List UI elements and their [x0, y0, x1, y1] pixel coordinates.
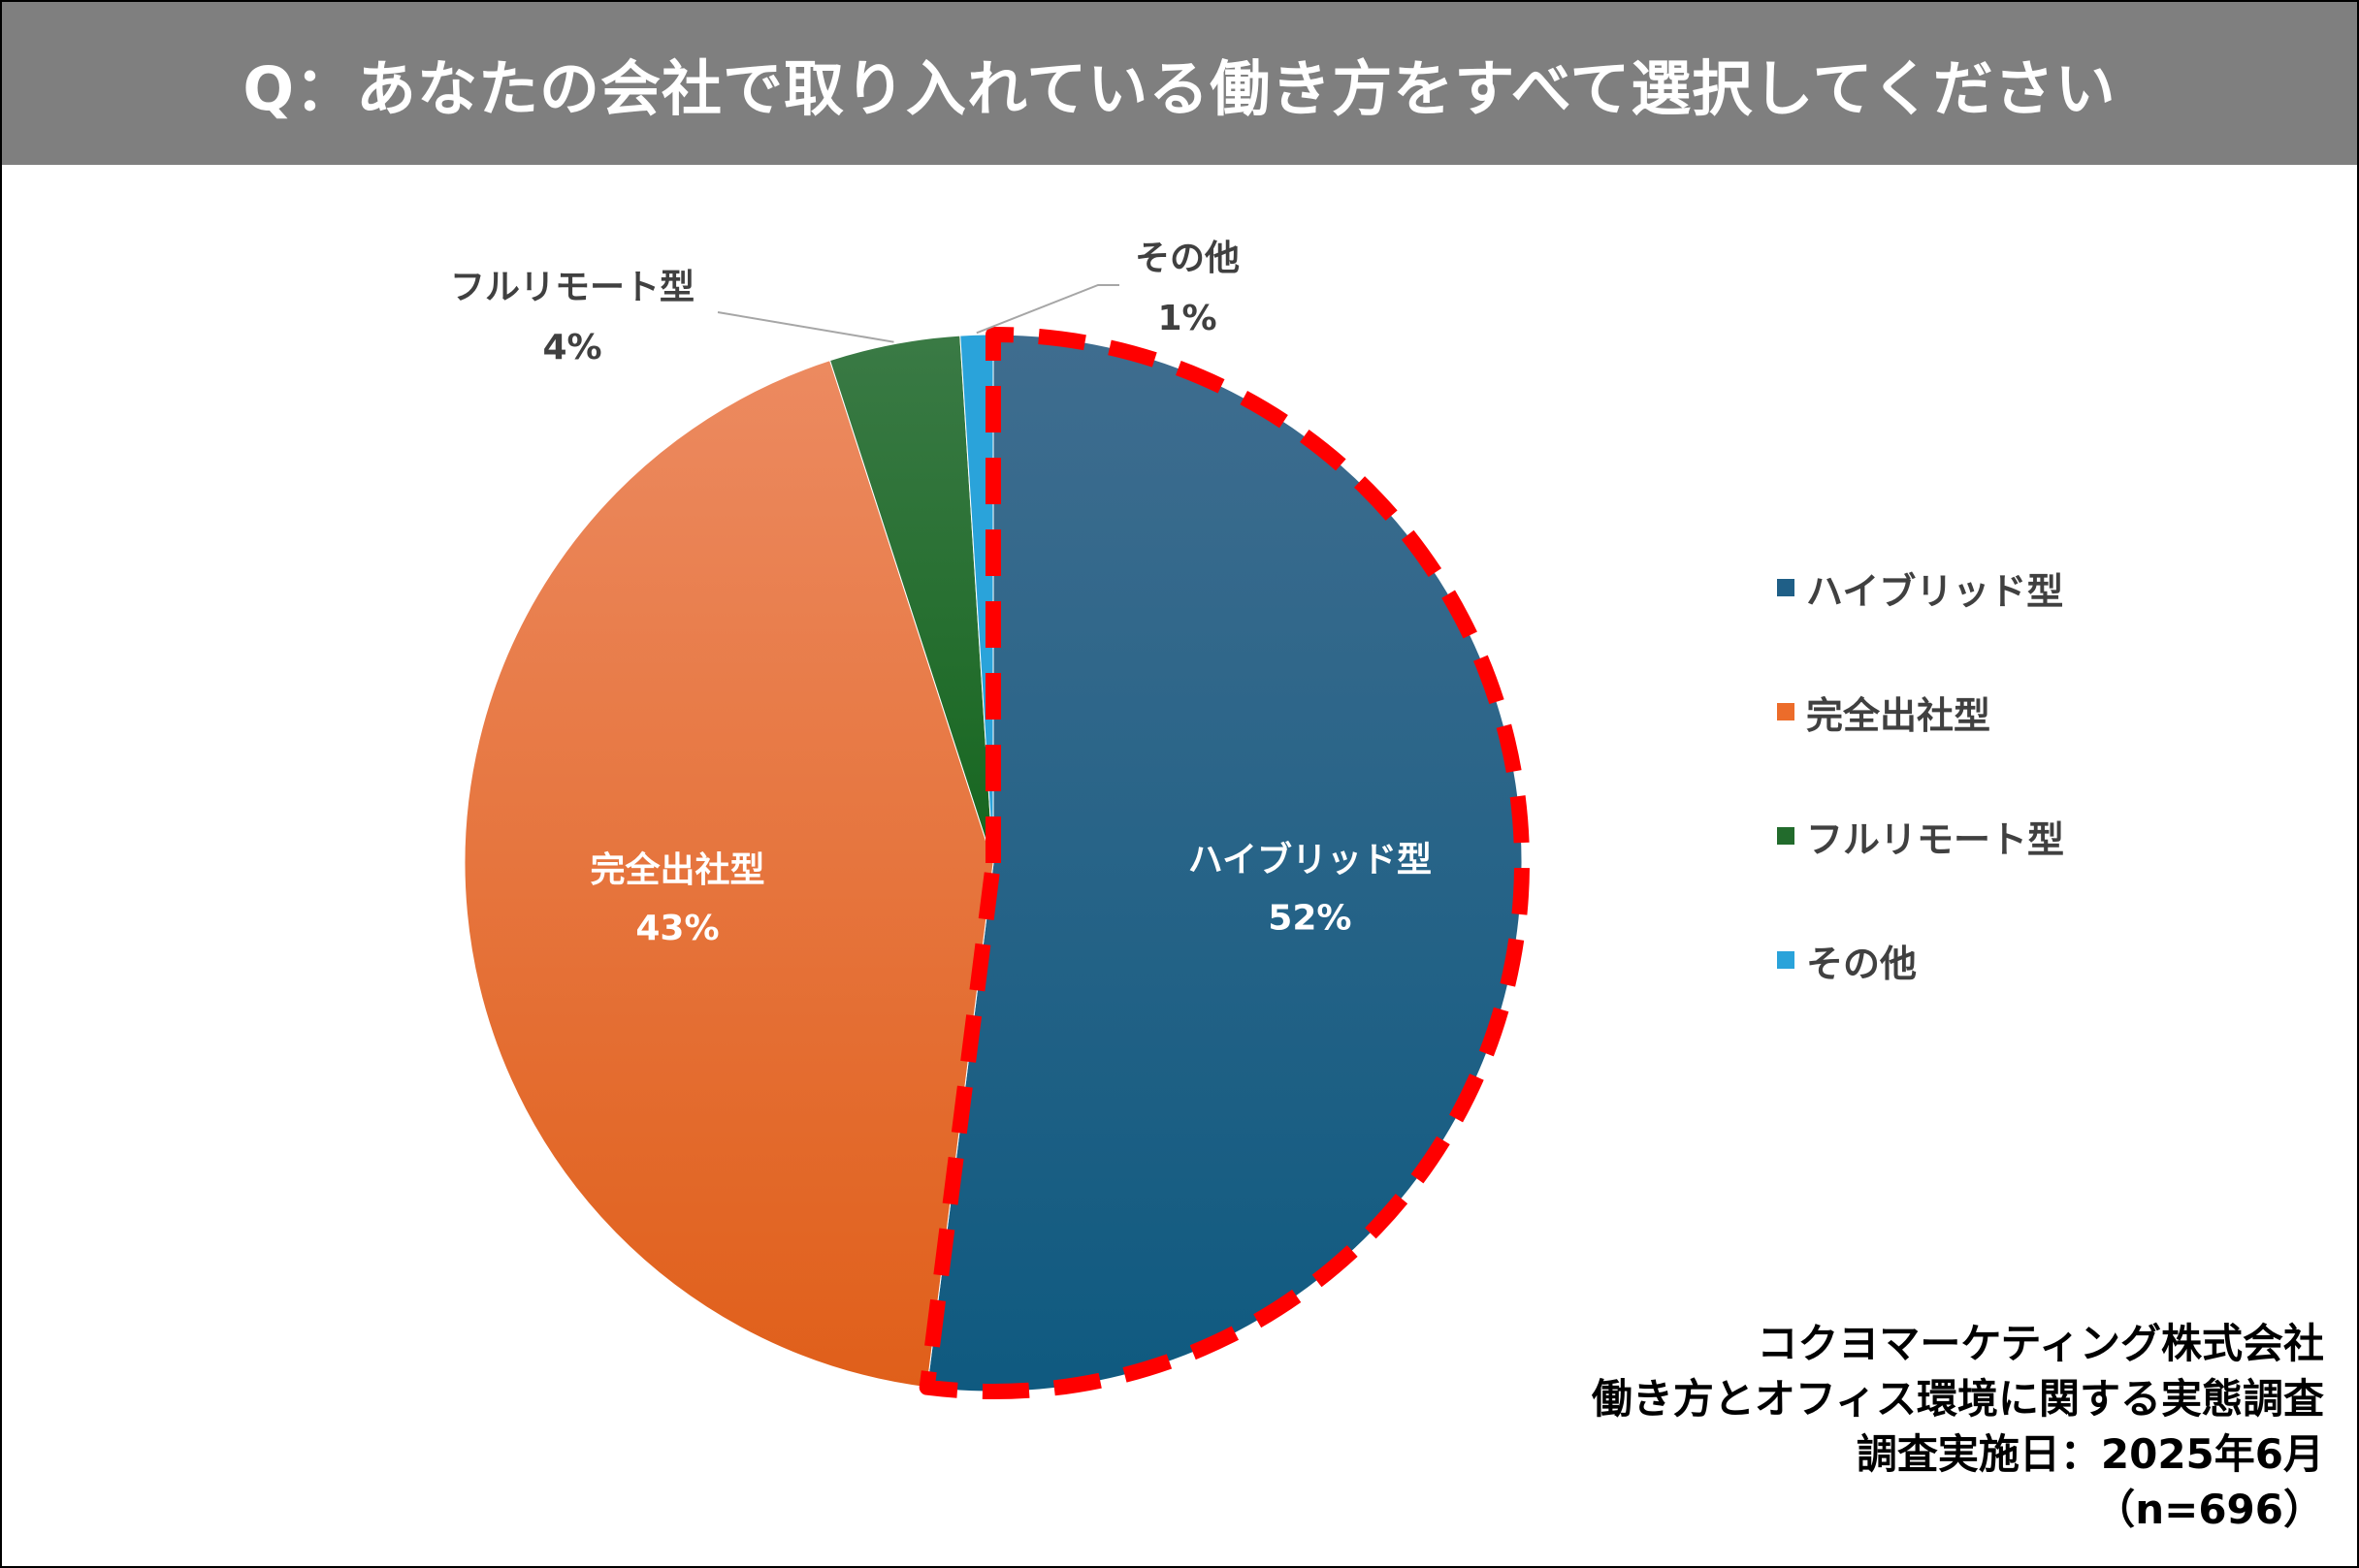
legend-swatch-other: [1777, 951, 1794, 969]
data-label-remote-value: 4%: [542, 328, 601, 368]
legend-label-office: 完全出社型: [1806, 693, 1991, 737]
source-note: コクヨマーケティング株式会社 働き方とオフィス環境に関する実態調査 調査実施日：…: [1592, 1316, 2324, 1537]
legend-item-other: その他: [1777, 898, 2064, 1022]
data-label-other-name: その他: [1135, 239, 1240, 278]
legend-swatch-hybrid: [1777, 579, 1794, 596]
data-label-hybrid-name: ハイブリッド型: [1188, 840, 1432, 880]
legend-label-other: その他: [1806, 942, 1918, 985]
leader-line-other: [976, 284, 1119, 335]
data-label-other-value: 1%: [1157, 299, 1216, 338]
chart-legend: ハイブリッド型 完全出社型 フルリモート型 その他: [1777, 526, 2064, 1022]
data-label-office-name: 完全出社型: [590, 849, 764, 890]
legend-label-remote: フルリモート型: [1806, 817, 2065, 861]
highlight-outline: [919, 327, 1531, 1399]
pie-slice-office: [464, 360, 994, 1389]
source-sample: （n=696）: [2094, 1486, 2324, 1533]
chart-title: Q：あなたの会社で取り入れている働き方をすべて選択してください: [2, 2, 2357, 165]
legend-label-hybrid: ハイブリッド型: [1806, 569, 2064, 613]
legend-swatch-remote: [1777, 827, 1794, 845]
legend-item-hybrid: ハイブリッド型: [1777, 526, 2064, 650]
legend-item-office: 完全出社型: [1777, 650, 2064, 774]
legend-swatch-office: [1777, 703, 1794, 720]
source-date: 調査実施日：2025年6月: [1856, 1430, 2324, 1478]
data-label-office-value: 43%: [635, 909, 719, 948]
leader-line-remote: [717, 311, 894, 343]
data-label-remote-name: フルリモート型: [450, 268, 695, 307]
source-company: コクヨマーケティング株式会社: [1757, 1320, 2324, 1367]
data-label-hybrid-value: 52%: [1268, 899, 1351, 939]
source-survey: 働き方とオフィス環境に関する実態調査: [1591, 1375, 2324, 1423]
legend-item-remote: フルリモート型: [1777, 774, 2064, 898]
